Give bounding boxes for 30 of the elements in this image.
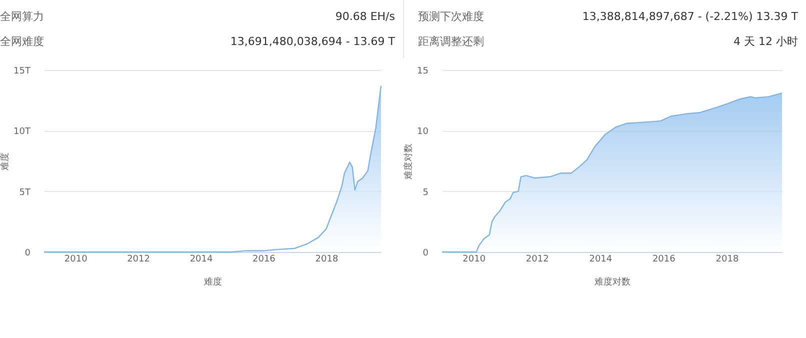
x-axis-title: 难度 (204, 276, 222, 288)
y-tick-label: 0 (422, 248, 429, 258)
x-tick-label: 2012 (526, 254, 549, 264)
x-tick-label: 2014 (190, 254, 214, 264)
text: 4 天 12 小时 (734, 34, 798, 49)
x-tick-label: 2016 (252, 254, 276, 264)
x-axis-title: 难度对数 (594, 276, 630, 288)
y-tick-label: 15T (14, 66, 31, 76)
y-axis-title: 难度 (0, 152, 11, 170)
x-tick-label: 2012 (127, 254, 150, 264)
text: 全网算力 (0, 9, 44, 24)
y-axis-title: 难度对数 (403, 144, 414, 180)
text: 13,388,814,897,687 - (-2.21%) 13.39 T (582, 10, 798, 23)
y-tick-label: 0 (24, 248, 31, 258)
y-tick-label: 10 (417, 127, 429, 138)
y-tick-label: 5T (19, 188, 31, 198)
text: 预测下次难度 (418, 9, 484, 24)
x-tick-label: 2018 (716, 254, 739, 264)
x-tick-label: 2014 (589, 254, 612, 264)
y-tick-label: 5 (422, 188, 428, 198)
y-tick-label: 15 (417, 66, 428, 76)
text: 距离调整还剩 (418, 34, 484, 49)
x-tick-label: 2016 (652, 254, 676, 264)
x-tick-label: 2010 (462, 254, 486, 264)
text: 全网难度 (0, 34, 44, 49)
text: 13,691,480,038,694 - 13.69 T (230, 35, 395, 48)
x-tick-label: 2018 (315, 254, 338, 264)
y-tick-label: 10T (14, 127, 31, 138)
text: 90.68 EH/s (335, 10, 395, 23)
x-tick-label: 2010 (64, 254, 88, 264)
